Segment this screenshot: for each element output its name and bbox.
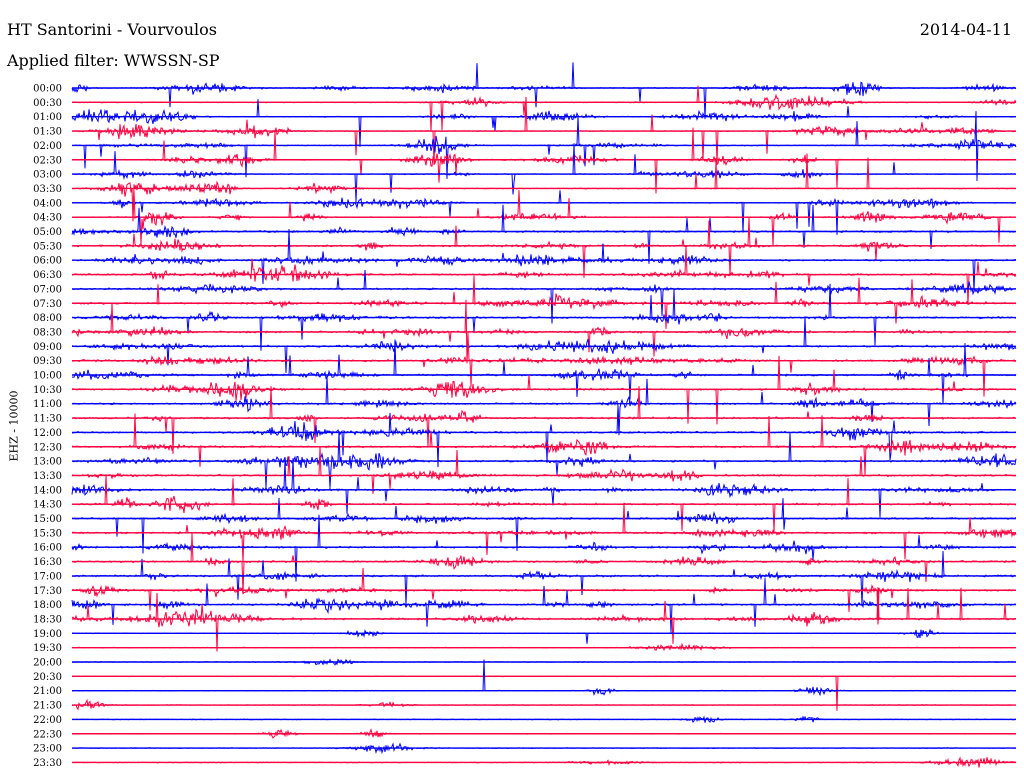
row-tick-label: 07:00	[33, 284, 62, 295]
trace-line	[71, 550, 1017, 607]
row-tick-label: 15:00	[33, 514, 62, 525]
trace-line	[71, 143, 1017, 203]
trace-line	[71, 533, 1017, 594]
row-tick-label: 08:00	[33, 313, 62, 324]
row-tick-label: 11:30	[33, 414, 62, 425]
row-tick-label: 14:30	[33, 500, 62, 511]
row-tick-label: 01:30	[33, 127, 62, 138]
row-tick-label: 09:30	[33, 356, 62, 367]
trace-line	[71, 628, 1017, 644]
trace-line	[71, 413, 1017, 476]
filter-label: Applied filter: WWSSN-SP	[7, 51, 220, 70]
row-tick-label: 22:00	[33, 715, 62, 726]
trace-line	[71, 190, 1017, 235]
row-tick-label: 19:30	[33, 643, 62, 654]
row-tick-label: 04:00	[33, 198, 62, 209]
row-tick-label: 10:30	[33, 385, 62, 396]
row-tick-label: 11:00	[33, 399, 62, 410]
trace-line	[71, 339, 1017, 405]
trace-line	[71, 85, 1017, 132]
trace-line	[71, 153, 1017, 222]
trace-line	[71, 386, 1017, 454]
row-tick-label: 16:30	[33, 557, 62, 568]
trace-line	[71, 514, 1017, 582]
trace-line	[71, 446, 1017, 494]
row-tick-label: 00:00	[33, 84, 62, 95]
row-tick-label: 07:30	[33, 299, 62, 310]
row-tick-label: 23:30	[33, 758, 62, 769]
row-tick-label: 09:00	[33, 342, 62, 353]
trace-line	[71, 458, 1017, 518]
row-tick-label: 12:00	[33, 428, 62, 439]
trace-line	[72, 405, 1017, 468]
row-tick-label: 13:30	[33, 471, 62, 482]
row-tick-label: 18:30	[33, 614, 62, 625]
trace-line	[71, 217, 1016, 278]
trace-line	[71, 127, 1017, 194]
date-label: 2014-04-11	[919, 20, 1012, 39]
row-tick-label: 02:00	[33, 141, 62, 152]
row-tick-label: 17:00	[33, 571, 62, 582]
row-tick-label: 13:00	[33, 457, 62, 468]
row-tick-label: 10:00	[33, 371, 62, 382]
row-tick-label: 18:00	[33, 600, 62, 611]
row-tick-label: 06:00	[33, 256, 62, 267]
trace-line	[71, 375, 1017, 436]
row-tick-label: 23:00	[33, 744, 62, 755]
trace-line	[71, 474, 1017, 532]
row-tick-label: 06:30	[33, 270, 62, 281]
row-tick-label: 21:30	[33, 701, 62, 712]
station-title: HT Santorini - Vourvoulos	[7, 20, 217, 39]
row-tick-label: 04:30	[33, 213, 62, 224]
row-tick-label: 20:00	[33, 658, 62, 669]
row-tick-label: 20:30	[33, 672, 62, 683]
row-tick-label: 14:00	[33, 485, 62, 496]
trace-line	[71, 246, 1017, 305]
trace-line	[71, 269, 1016, 324]
row-tick-label: 08:30	[33, 327, 62, 338]
row-tick-label: 02:30	[33, 155, 62, 166]
trace-line	[71, 190, 1017, 247]
row-tick-label: 15:30	[33, 528, 62, 539]
row-tick-label: 05:00	[33, 227, 62, 238]
row-tick-label: 16:00	[33, 543, 62, 554]
row-tick-label: 03:00	[33, 170, 62, 181]
row-tick-label: 12:30	[33, 442, 62, 453]
row-tick-label: 01:00	[33, 112, 62, 123]
trace-line	[71, 334, 1017, 397]
trace-line	[71, 62, 1017, 120]
row-tick-label: 03:30	[33, 184, 62, 195]
row-tick-label: 05:30	[33, 241, 62, 252]
trace-line	[71, 497, 1017, 554]
row-tick-label: 21:00	[33, 686, 62, 697]
row-tick-label: 22:30	[33, 729, 62, 740]
trace-line	[71, 430, 1017, 489]
row-tick-label: 17:30	[33, 586, 62, 597]
trace-line	[71, 99, 1016, 147]
trace-line	[71, 659, 1017, 697]
row-tick-label: 19:00	[33, 629, 62, 640]
trace-line	[71, 578, 1017, 633]
row-tick-label: 00:30	[33, 98, 62, 109]
